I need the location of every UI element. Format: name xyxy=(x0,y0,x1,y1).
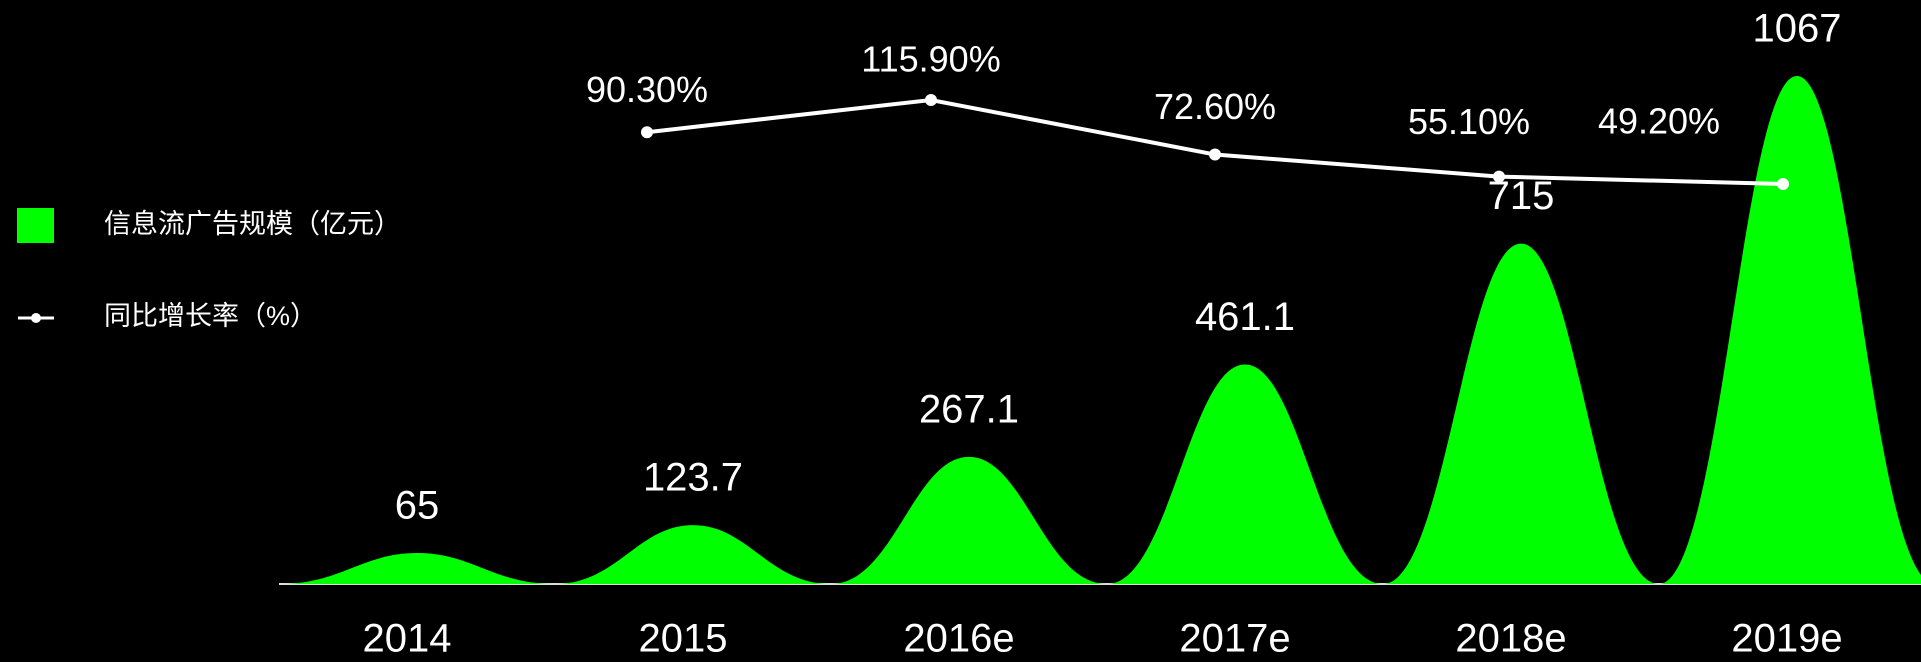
mountain xyxy=(1107,364,1383,584)
x-tick-label: 2018e xyxy=(1455,617,1566,661)
x-tick-label: 2016e xyxy=(903,617,1014,661)
data-label: 90.30% xyxy=(586,69,708,110)
x-tick-label: 2015 xyxy=(639,617,728,661)
data-label: 123.7 xyxy=(643,456,743,500)
growth-point xyxy=(925,94,937,106)
growth-point xyxy=(1493,170,1505,183)
legend-label: 同比增长率（%） xyxy=(104,301,317,331)
growth-point xyxy=(641,126,653,139)
legend-label: 信息流广告规模（亿元） xyxy=(104,209,401,239)
x-tick-label: 2017e xyxy=(1179,617,1290,661)
mountain xyxy=(1383,243,1659,584)
mountain xyxy=(831,456,1107,584)
legend-swatch-bar xyxy=(17,208,54,243)
data-label: 115.90% xyxy=(861,39,1000,80)
data-label: 65 xyxy=(395,484,440,528)
data-label: 1067 xyxy=(1753,7,1842,51)
mountain xyxy=(279,553,555,584)
data-label: 267.1 xyxy=(919,387,1019,431)
growth-point xyxy=(1209,148,1221,161)
mountain xyxy=(555,525,831,584)
x-tick-label: 2014 xyxy=(363,617,452,661)
legend-dot xyxy=(31,313,41,323)
data-label: 72.60% xyxy=(1154,86,1276,127)
data-label: 55.10% xyxy=(1408,101,1530,142)
data-label: 49.20% xyxy=(1598,101,1720,142)
data-label: 461.1 xyxy=(1195,295,1295,339)
x-tick-label: 2019e xyxy=(1731,617,1842,661)
mountain xyxy=(1659,76,1921,584)
growth-point xyxy=(1777,178,1789,190)
